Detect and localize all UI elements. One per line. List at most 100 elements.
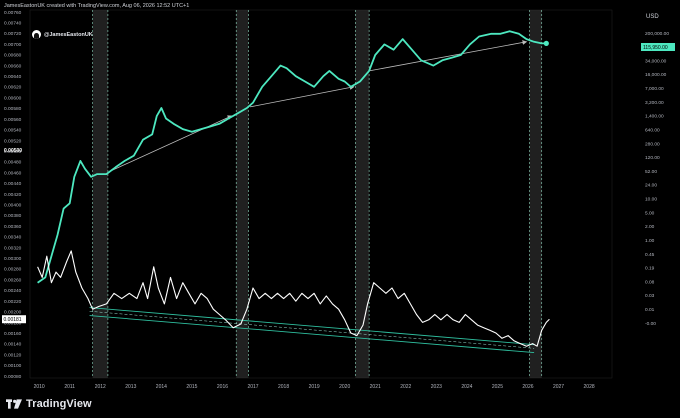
left-axis-label: 0.00720	[4, 31, 22, 37]
left-axis-current-box	[2, 315, 26, 324]
left-axis-label: 0.00080	[4, 374, 22, 380]
x-axis-year-label: 2027	[553, 384, 564, 390]
trend-arrow-3	[369, 40, 528, 72]
left-axis-label: 0.00180	[4, 320, 22, 326]
left-axis-label: 0.00460	[4, 170, 22, 176]
x-axis-year-label: 2028	[584, 384, 595, 390]
right-axis-label: -0.00	[645, 321, 656, 327]
trend-arrows	[109, 40, 528, 172]
left-axis-label: 0.00420	[4, 192, 22, 198]
currency-label: USD	[646, 14, 659, 20]
right-axis-label: 640.00	[645, 127, 660, 133]
x-axis-year-label: 2022	[400, 384, 411, 390]
x-axis-year-label: 2026	[522, 384, 533, 390]
right-axis-current-box	[641, 43, 675, 51]
left-axis-current-label: 0.00181	[4, 317, 22, 323]
halving-band-2	[236, 10, 249, 378]
left-axis-label: 0.00360	[4, 224, 22, 230]
right-axis-label: 24.00	[645, 183, 657, 189]
left-axis-label: 0.00300	[4, 256, 22, 262]
left-axis-label: 0.00740	[4, 21, 22, 27]
left-axis-label: 0.00540	[4, 128, 22, 134]
left-axis-label: 0.00560	[4, 117, 22, 123]
left-axis-label: 0.00640	[4, 74, 22, 80]
right-axis-current-label: 115,950.00	[643, 45, 668, 51]
left-axis-label: 0.00260	[4, 277, 22, 283]
left-axis-label: 0.00680	[4, 53, 22, 59]
left-axis: 0.00760 0.00740 0.00720 0.00700 0.00680 0.006…	[2, 10, 26, 380]
ratio-line	[37, 250, 550, 347]
series-lines	[37, 30, 550, 347]
author-handle: @JamesEastonUK	[44, 31, 93, 38]
left-axis-label: 0.00440	[4, 181, 22, 187]
left-axis-label: 0.00500	[4, 149, 22, 155]
x-axis-year-label: 2019	[309, 384, 320, 390]
channel-line-1	[89, 307, 535, 346]
right-axis-label: 280.00	[645, 141, 660, 147]
author-watermark: @JamesEastonUK	[32, 30, 93, 39]
trend-arrow-2	[249, 85, 355, 108]
left-axis-highlight: 0.00500	[4, 148, 22, 154]
left-axis-label: 0.00160	[4, 331, 22, 337]
x-axis-year-label: 2020	[339, 384, 350, 390]
left-axis-label: 0.00380	[4, 213, 22, 219]
left-axis-label: 0.00340	[4, 235, 22, 241]
avatar	[32, 30, 41, 39]
right-axis-label: 34,000.00	[645, 58, 667, 64]
x-axis-year-label: 2010	[34, 384, 45, 390]
right-axis-label: 52.00	[645, 169, 657, 175]
x-axis-year-label: 2021	[370, 384, 381, 390]
left-axis-label: 0.00480	[4, 160, 22, 166]
x-axis: 2010 2011 2012 2013 2014 2015 2016 2017 2018 2019…	[34, 384, 595, 390]
left-axis-label: 0.00120	[4, 352, 22, 358]
left-axis-label: 0.00700	[4, 42, 22, 48]
left-axis-label: 0.00580	[4, 106, 22, 112]
x-axis-year-label: 2012	[95, 384, 106, 390]
left-axis-label: 0.00660	[4, 63, 22, 69]
halving-band-3	[355, 10, 370, 378]
left-axis-label: 0.00140	[4, 342, 22, 348]
right-axis-label: 2.00	[645, 224, 655, 230]
left-axis-label: 0.00320	[4, 245, 22, 251]
price-line	[37, 30, 547, 284]
right-axis-label: 0.45	[645, 252, 655, 258]
channel-line-2	[89, 315, 535, 354]
x-axis-year-label: 2013	[125, 384, 136, 390]
left-axis-label: 0.00220	[4, 299, 22, 305]
left-axis-label: 0.00200	[4, 310, 22, 316]
right-axis-label: 200,000.00	[645, 31, 669, 37]
halving-band-4	[529, 10, 542, 378]
right-axis: 200,000.0080,000.0034,000.0016,000.007,0…	[641, 31, 675, 327]
right-axis-label: 0.08	[645, 279, 655, 285]
x-axis-year-label: 2018	[278, 384, 289, 390]
right-axis-label: 10.00	[645, 197, 657, 203]
plot-frame	[29, 9, 613, 379]
halving-guide-lines	[92, 10, 543, 378]
left-axis-label: 0.00620	[4, 85, 22, 91]
halving-bands	[29, 9, 613, 379]
x-axis-year-label: 2011	[64, 384, 75, 390]
right-axis-label: 7,000.00	[645, 86, 664, 92]
left-axis-label: 0.00520	[4, 138, 22, 144]
left-axis-label: 0.00240	[4, 288, 22, 294]
left-axis-label: 0.00400	[4, 203, 22, 209]
tradingview-logo-icon	[6, 399, 22, 409]
right-axis-label: 0.01	[645, 307, 655, 313]
right-axis-label: 3,200.00	[645, 100, 664, 106]
x-axis-year-label: 2014	[156, 384, 167, 390]
right-axis-label: 16,000.00	[645, 72, 667, 78]
chart-attribution: JamesEastonUK created with TradingView.c…	[4, 3, 190, 9]
x-axis-year-label: 2024	[461, 384, 472, 390]
halving-band-1	[92, 10, 108, 378]
right-axis-label: 0.03	[645, 293, 655, 299]
left-axis-label: 0.00280	[4, 267, 22, 273]
channel-midline	[89, 311, 535, 349]
right-axis-label: 5.00	[645, 210, 655, 216]
right-axis-label: 1,400.00	[645, 114, 664, 120]
tradingview-brand[interactable]: TradingView	[6, 398, 92, 410]
right-axis-label: 1.00	[645, 238, 655, 244]
x-axis-year-label: 2017	[247, 384, 258, 390]
x-axis-year-label: 2023	[431, 384, 442, 390]
left-axis-label: 0.00100	[4, 363, 22, 369]
